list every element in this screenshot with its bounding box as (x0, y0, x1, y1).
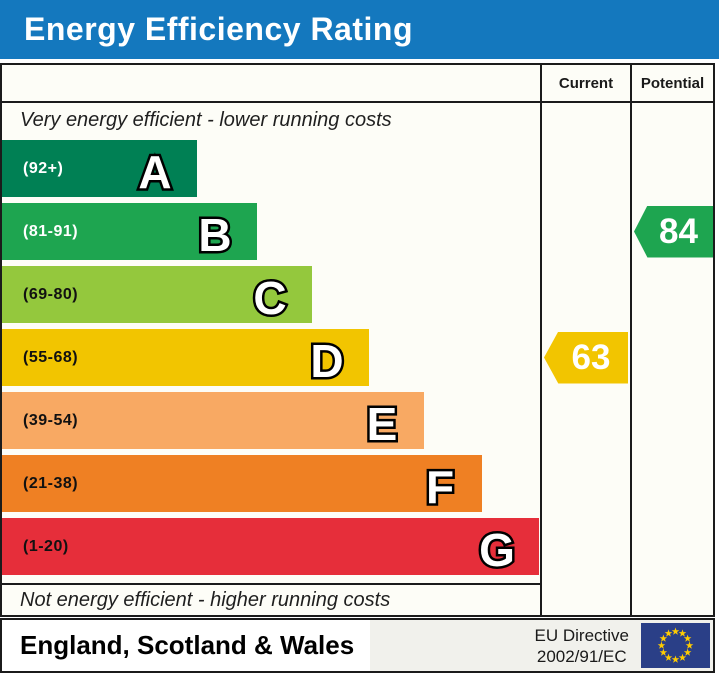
column-divider-current (540, 65, 542, 615)
band-letter: A (136, 143, 174, 195)
band-E: (39-54) E (2, 392, 424, 449)
band-A: (92+) A (2, 140, 197, 197)
band-B: (81-91) B (2, 203, 257, 260)
band-range-label: (1-20) (23, 537, 69, 555)
band-range-label: (39-54) (23, 411, 79, 429)
svg-text:G: G (479, 524, 515, 573)
potential-rating-value: 84 (659, 211, 698, 251)
column-header-potential: Potential (640, 74, 705, 92)
eu-directive-panel: EU Directive 2002/91/EC (370, 620, 713, 671)
band-letter: B (196, 206, 234, 258)
title-bar: Energy Efficiency Rating (0, 0, 719, 59)
band-range-label: (69-80) (23, 285, 79, 303)
band-letter: C (251, 269, 289, 321)
header-row-divider (2, 101, 713, 103)
bottom-note-divider (2, 583, 540, 585)
band-letter: G (477, 521, 518, 573)
eu-flag-icon (641, 623, 710, 668)
band-letter: D (308, 332, 346, 384)
band-range-label: (92+) (23, 159, 64, 177)
svg-text:F: F (426, 461, 454, 510)
eu-directive-line1: EU Directive (534, 625, 629, 645)
band-letter: E (364, 395, 400, 447)
eu-directive-line2: 2002/91/EC (536, 646, 627, 666)
band-D: (55-68) D (2, 329, 369, 386)
band-F: (21-38) F (2, 455, 482, 512)
region-label: England, Scotland & Wales (20, 630, 355, 660)
top-note: Very energy efficient - lower running co… (20, 109, 392, 131)
current-rating-pointer: 63 (544, 331, 628, 384)
band-range-label: (81-91) (23, 222, 79, 240)
eu-directive-text: EU Directive 2002/91/EC (535, 625, 629, 667)
page-title: Energy Efficiency Rating (24, 11, 413, 47)
band-range-label: (21-38) (23, 474, 79, 492)
svg-text:A: A (138, 146, 171, 195)
column-header-current: Current (558, 74, 614, 92)
band-range-label: (55-68) (23, 348, 79, 366)
potential-rating-pointer: 84 (634, 205, 713, 258)
rating-table: Current Potential Very energy efficient … (0, 63, 715, 617)
svg-text:E: E (367, 398, 398, 447)
band-C: (69-80) C (2, 266, 312, 323)
footer: England, Scotland & Wales EU Directive 2… (0, 618, 715, 673)
band-letter: F (423, 458, 456, 510)
band-G: (1-20) G (2, 518, 539, 575)
svg-text:C: C (253, 272, 286, 321)
bottom-note: Not energy efficient - higher running co… (20, 588, 391, 611)
current-rating-value: 63 (571, 337, 611, 377)
svg-text:B: B (198, 209, 231, 258)
svg-text:D: D (310, 335, 343, 384)
column-divider-potential (630, 65, 632, 615)
